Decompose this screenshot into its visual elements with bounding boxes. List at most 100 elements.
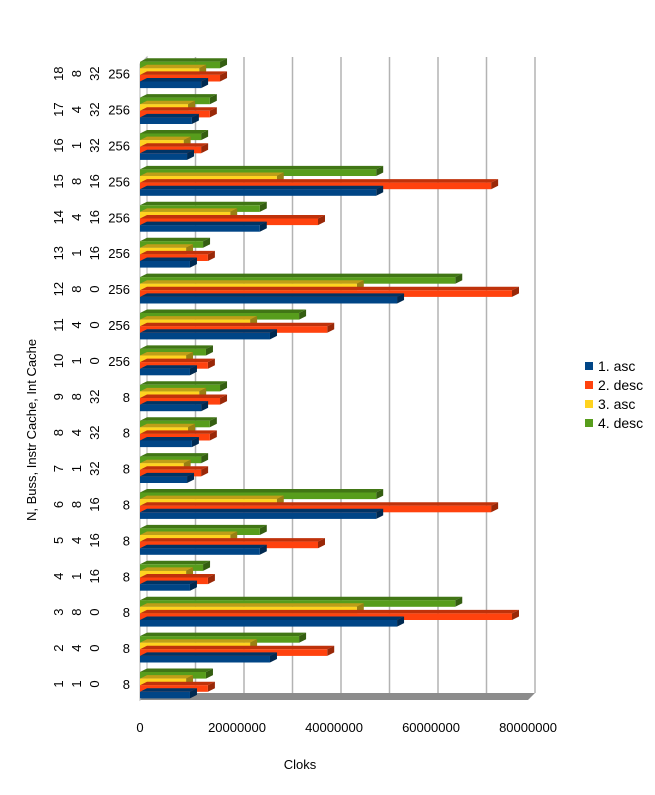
legend-item: 1. asc xyxy=(585,356,643,375)
bar-end xyxy=(491,502,499,513)
category-label: 8 xyxy=(69,501,84,508)
bar-top xyxy=(140,149,195,154)
category-label: 8 xyxy=(69,70,84,77)
bar xyxy=(140,81,202,89)
bar-top xyxy=(140,596,463,601)
bar xyxy=(140,225,260,232)
bar-top xyxy=(140,221,267,226)
bar-top xyxy=(140,401,209,405)
bar-end xyxy=(201,143,209,154)
category-label: 8 xyxy=(123,462,130,477)
legend-label: 3. asc xyxy=(598,395,636,412)
bar-top xyxy=(140,64,207,69)
bar-top xyxy=(140,472,195,477)
category-label: 9 xyxy=(51,393,66,400)
legend-item: 4. desc xyxy=(585,413,643,432)
bar xyxy=(140,655,270,663)
bar-top xyxy=(140,345,213,349)
bar-top xyxy=(140,293,405,297)
bar-top xyxy=(140,185,384,190)
category-label: 10 xyxy=(51,354,66,368)
bar-top xyxy=(140,201,267,206)
category-label: 16 xyxy=(51,138,66,152)
category-label: 11 xyxy=(51,318,66,332)
bar-end xyxy=(207,358,215,369)
legend-label: 2. desc xyxy=(598,376,644,393)
bar xyxy=(140,691,190,699)
category-label: 32 xyxy=(87,390,102,404)
category-label: 8 xyxy=(123,569,130,584)
bar-top xyxy=(140,172,284,176)
bar-top xyxy=(140,538,325,542)
bar-top xyxy=(140,495,284,500)
bar-end xyxy=(455,273,463,284)
x-tick-label: 0 xyxy=(136,720,143,735)
bar-top xyxy=(140,130,209,134)
bar-top xyxy=(140,107,217,111)
bar-end xyxy=(201,130,209,141)
bar-end xyxy=(201,78,209,89)
bar-end xyxy=(317,538,325,549)
bar-end xyxy=(209,430,217,441)
bar-end xyxy=(203,560,211,571)
bar-top xyxy=(140,215,325,219)
bar-end xyxy=(205,345,213,356)
bar xyxy=(140,296,398,304)
bar-top xyxy=(140,352,194,356)
bar-top xyxy=(140,580,197,585)
bar-top xyxy=(140,430,217,434)
category-label: 1 xyxy=(69,357,84,364)
legend-swatch xyxy=(585,361,593,370)
category-label: 256 xyxy=(108,318,130,333)
bar-top xyxy=(140,544,267,549)
bar-end xyxy=(317,215,325,226)
bar-top xyxy=(140,136,191,141)
category-label: 16 xyxy=(87,210,102,224)
category-label: 32 xyxy=(87,461,102,475)
category-label: 13 xyxy=(51,246,66,260)
bar-end xyxy=(187,472,195,483)
bar-end xyxy=(269,652,277,663)
bar-top xyxy=(140,603,364,607)
bar-top xyxy=(140,609,519,614)
category-label: 8 xyxy=(123,605,130,620)
bar-top xyxy=(140,286,519,291)
bar-end xyxy=(269,329,277,340)
bar-end xyxy=(327,645,335,656)
bar-end xyxy=(209,94,217,105)
bar-top xyxy=(140,453,209,457)
category-label: 1 xyxy=(69,680,84,687)
category-label: 3 xyxy=(51,609,66,616)
bar-end xyxy=(259,544,267,555)
bar-top xyxy=(140,681,215,686)
bar xyxy=(140,404,202,412)
category-label: 256 xyxy=(108,354,130,369)
category-label: 1 xyxy=(69,250,84,257)
bar-top xyxy=(140,668,213,672)
bar-top xyxy=(140,574,215,578)
category-label: 8 xyxy=(69,609,84,616)
bar-end xyxy=(201,453,209,464)
category-label: 0 xyxy=(87,357,102,364)
bar-end xyxy=(201,466,209,477)
bar-top xyxy=(140,567,194,571)
bar-top xyxy=(140,143,209,147)
category-labels: 1 1 0 82 4 0 83 8 0 84 1 16 85 4 16 86 8 16 87 1 32 88 4 32 89 8 3… xyxy=(51,66,130,692)
x-tick-label: 20000000 xyxy=(208,720,266,735)
category-label: 32 xyxy=(87,425,102,439)
category-label: 256 xyxy=(108,103,130,118)
bar-end xyxy=(511,609,519,620)
bar-top xyxy=(140,437,199,441)
bar xyxy=(140,476,188,483)
bar-end xyxy=(259,201,267,212)
bar-end xyxy=(203,237,211,248)
bar xyxy=(140,584,190,591)
bar-top xyxy=(140,417,217,421)
category-label: 0 xyxy=(87,285,102,292)
bar-top xyxy=(140,387,207,392)
bar-end xyxy=(491,179,499,190)
category-label: 4 xyxy=(51,573,66,580)
category-label: 8 xyxy=(123,498,130,513)
category-label: 17 xyxy=(51,102,66,116)
